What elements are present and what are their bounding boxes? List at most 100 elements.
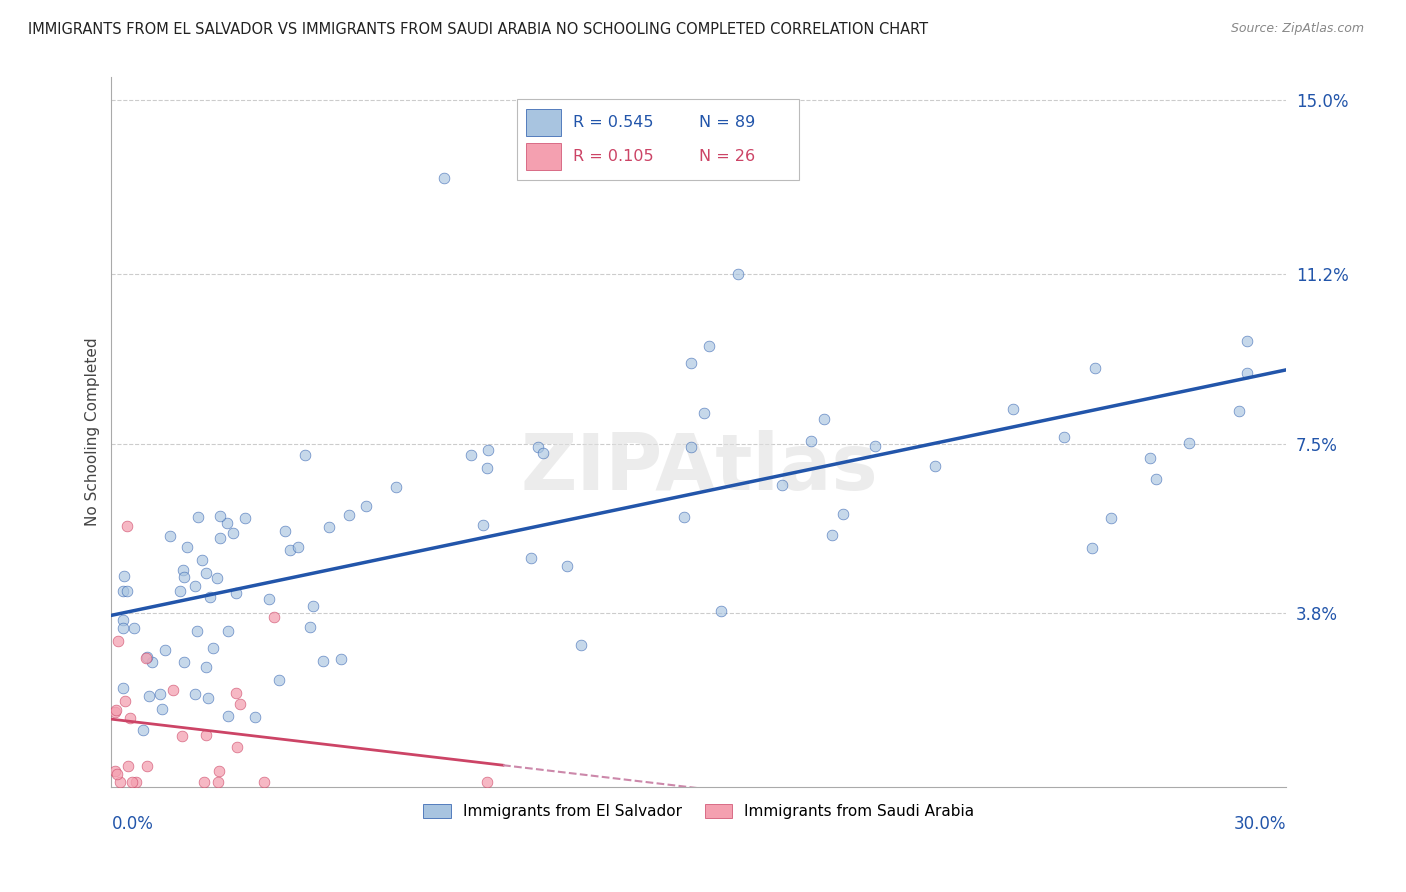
- Point: [112, 569, 135, 583]
- Point: [243, 710, 266, 724]
- Point: [135, 650, 157, 665]
- Point: [121, 775, 143, 789]
- Point: [1139, 451, 1161, 466]
- Point: [337, 508, 360, 523]
- Point: [136, 649, 159, 664]
- Point: [112, 681, 135, 695]
- Point: [770, 478, 793, 492]
- Point: [433, 171, 456, 186]
- Point: [1178, 435, 1201, 450]
- Point: [173, 655, 195, 669]
- Point: [173, 570, 195, 584]
- Point: [114, 694, 136, 708]
- Point: [184, 579, 207, 593]
- Point: [193, 775, 215, 789]
- Text: N = 89: N = 89: [699, 115, 755, 130]
- Bar: [526, 143, 561, 169]
- Point: [104, 764, 127, 778]
- Point: [176, 540, 198, 554]
- Point: [169, 583, 191, 598]
- Point: [217, 708, 239, 723]
- Point: [225, 586, 247, 600]
- Point: [1002, 401, 1025, 416]
- Text: R = 0.545: R = 0.545: [574, 115, 654, 130]
- Point: [233, 510, 256, 524]
- Point: [1144, 472, 1167, 486]
- Text: 30.0%: 30.0%: [1234, 815, 1286, 833]
- Point: [107, 634, 129, 648]
- Point: [531, 445, 554, 459]
- Point: [149, 688, 172, 702]
- Point: [693, 406, 716, 420]
- Point: [229, 698, 252, 712]
- Point: [162, 683, 184, 698]
- Point: [117, 759, 139, 773]
- Point: [924, 459, 946, 474]
- Point: [294, 448, 316, 462]
- Point: [221, 526, 243, 541]
- Point: [122, 621, 145, 635]
- Point: [385, 480, 408, 494]
- Point: [263, 610, 285, 624]
- Point: [329, 652, 352, 666]
- Point: [863, 439, 886, 453]
- Point: [150, 702, 173, 716]
- Point: [104, 705, 127, 719]
- Point: [208, 531, 231, 545]
- Bar: [526, 110, 561, 136]
- Y-axis label: No Schooling Completed: No Schooling Completed: [86, 338, 100, 526]
- Text: ZIPAtlas: ZIPAtlas: [520, 430, 877, 506]
- Point: [172, 729, 194, 743]
- Point: [1236, 366, 1258, 380]
- Point: [197, 691, 219, 706]
- Point: [120, 710, 142, 724]
- Point: [526, 440, 548, 454]
- Point: [217, 624, 239, 638]
- Point: [209, 508, 232, 523]
- Point: [1099, 511, 1122, 525]
- Point: [207, 775, 229, 789]
- Point: [253, 775, 276, 789]
- Point: [112, 621, 135, 635]
- Point: [477, 443, 499, 458]
- Point: [191, 553, 214, 567]
- Text: Source: ZipAtlas.com: Source: ZipAtlas.com: [1230, 22, 1364, 36]
- Point: [278, 542, 301, 557]
- Point: [1081, 541, 1104, 555]
- Point: [727, 267, 749, 281]
- Point: [813, 412, 835, 426]
- Point: [1236, 334, 1258, 349]
- Point: [135, 759, 157, 773]
- Point: [184, 687, 207, 701]
- Point: [131, 723, 153, 737]
- Point: [186, 624, 208, 639]
- Point: [471, 517, 494, 532]
- Point: [194, 566, 217, 580]
- Point: [519, 550, 541, 565]
- Point: [200, 591, 222, 605]
- Point: [475, 775, 498, 789]
- Point: [226, 739, 249, 754]
- Point: [104, 703, 127, 717]
- Point: [475, 460, 498, 475]
- Point: [112, 613, 135, 627]
- Point: [312, 654, 335, 668]
- Point: [697, 338, 720, 352]
- Point: [710, 604, 733, 618]
- Point: [800, 434, 823, 448]
- Point: [194, 659, 217, 673]
- Text: IMMIGRANTS FROM EL SALVADOR VS IMMIGRANTS FROM SAUDI ARABIA NO SCHOOLING COMPLET: IMMIGRANTS FROM EL SALVADOR VS IMMIGRANT…: [28, 22, 928, 37]
- Point: [125, 775, 148, 789]
- Point: [301, 599, 323, 614]
- Point: [1084, 360, 1107, 375]
- Point: [225, 686, 247, 700]
- Legend: Immigrants from El Salvador, Immigrants from Saudi Arabia: Immigrants from El Salvador, Immigrants …: [418, 798, 981, 825]
- Text: R = 0.105: R = 0.105: [574, 149, 654, 164]
- Point: [159, 529, 181, 543]
- Point: [108, 775, 131, 789]
- Point: [115, 584, 138, 599]
- Point: [195, 727, 218, 741]
- Text: N = 26: N = 26: [699, 149, 755, 164]
- Point: [153, 642, 176, 657]
- Point: [138, 689, 160, 703]
